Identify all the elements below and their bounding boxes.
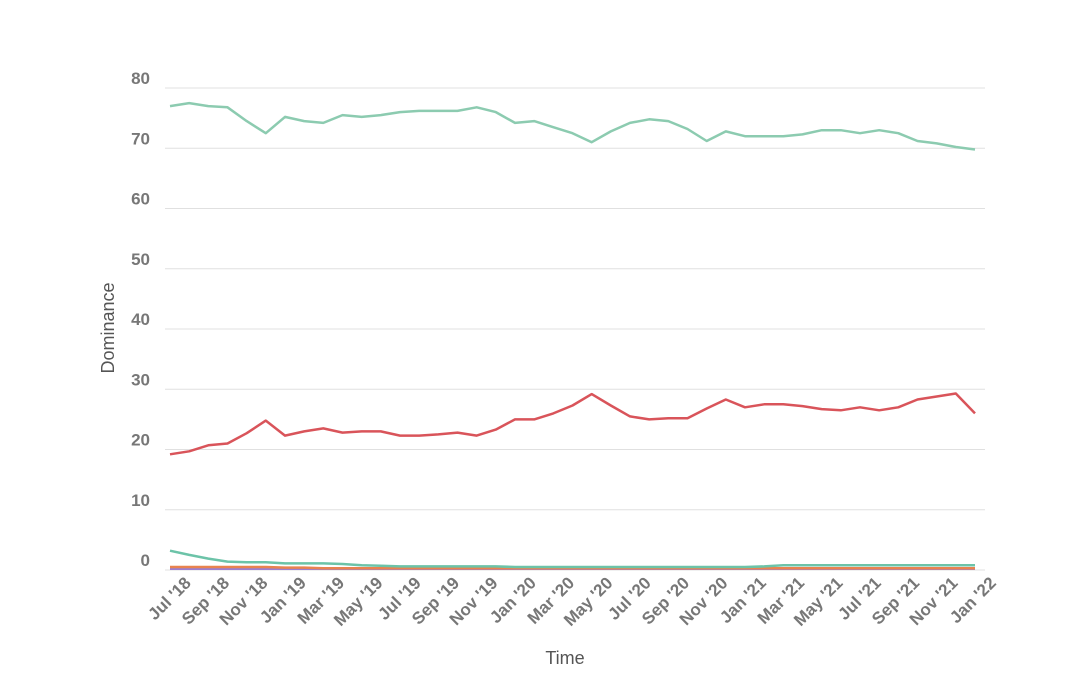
series-line (169, 101, 976, 151)
y-tick-label: 30 (131, 370, 150, 389)
y-tick-label: 0 (141, 551, 150, 570)
y-tick-label: 80 (131, 69, 150, 88)
y-tick-label: 40 (131, 310, 150, 329)
y-tick-label: 50 (131, 250, 150, 269)
y-tick-label: 20 (131, 431, 150, 450)
y-tick-label: 70 (131, 129, 150, 148)
y-tick-label: 60 (131, 190, 150, 209)
series-line (169, 392, 976, 456)
y-tick-label: 10 (131, 491, 150, 510)
y-axis-title: Dominance (98, 282, 118, 373)
series-line (169, 549, 975, 569)
x-axis-title: Time (545, 648, 584, 668)
